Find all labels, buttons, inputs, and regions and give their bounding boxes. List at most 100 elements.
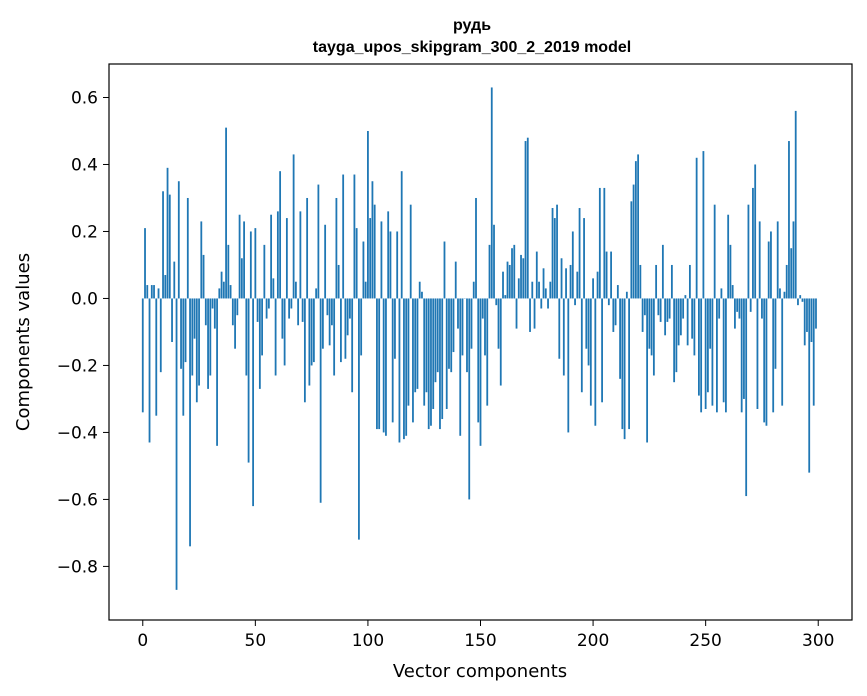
bar: [373, 204, 376, 299]
bar: [416, 298, 419, 389]
bar: [711, 298, 714, 406]
bar: [258, 298, 261, 389]
bars-group: [141, 87, 817, 590]
y-tick-label: −0.4: [57, 423, 98, 443]
bar: [367, 130, 369, 299]
bar: [788, 141, 790, 299]
bar: [315, 288, 318, 299]
bar: [376, 298, 378, 430]
bar: [220, 271, 223, 299]
bar: [168, 194, 171, 299]
bar: [747, 204, 750, 299]
bar: [202, 254, 205, 299]
bar: [776, 221, 779, 299]
bar: [443, 241, 446, 299]
bar: [544, 288, 547, 299]
bar: [486, 298, 489, 406]
y-tick-label: 0.4: [71, 155, 98, 175]
bar: [234, 298, 236, 349]
bar: [806, 298, 808, 332]
bar: [303, 298, 306, 403]
bar: [306, 197, 309, 299]
bar: [583, 218, 585, 299]
bar: [722, 298, 725, 403]
bar: [342, 174, 345, 299]
x-tick-label: 150: [464, 631, 496, 651]
bar: [508, 264, 511, 299]
y-tick-label: −0.2: [57, 356, 98, 376]
bar: [731, 285, 734, 299]
y-tick-label: −0.8: [57, 557, 98, 577]
bar: [574, 298, 576, 306]
bar: [745, 298, 748, 497]
bar: [785, 264, 788, 299]
bar: [729, 244, 732, 299]
bar: [679, 298, 682, 336]
bar: [752, 187, 754, 299]
bar: [229, 285, 232, 299]
bar: [276, 211, 279, 299]
bar: [405, 298, 408, 436]
bar: [646, 298, 649, 443]
bar: [517, 278, 520, 299]
bar: [749, 298, 752, 312]
bar: [522, 258, 525, 299]
bar: [556, 204, 558, 299]
bar: [337, 264, 340, 299]
bar: [450, 298, 453, 373]
bar: [652, 298, 655, 376]
bar: [810, 298, 813, 342]
bar: [380, 221, 383, 299]
bar: [146, 285, 149, 299]
bar: [704, 298, 707, 409]
bar: [391, 298, 394, 423]
y-tick-label: 0.6: [71, 88, 98, 108]
bar: [403, 298, 405, 440]
bar: [344, 298, 347, 359]
bar: [346, 298, 349, 336]
bar: [141, 298, 144, 413]
bar: [328, 298, 331, 346]
bar: [150, 285, 153, 299]
bar: [351, 298, 354, 393]
bar: [808, 298, 811, 473]
bar: [531, 281, 534, 299]
bar: [261, 298, 263, 356]
bar: [256, 298, 259, 322]
bar: [650, 298, 653, 356]
bar: [551, 208, 554, 299]
bar: [743, 298, 745, 399]
bar: [153, 285, 155, 299]
bar: [209, 298, 212, 376]
plot-frame: [108, 63, 853, 621]
bar: [283, 298, 286, 366]
bar: [247, 298, 250, 463]
bar: [756, 298, 759, 409]
chart-subtitle: tayga_upos_skipgram_300_2_2019 model: [313, 39, 631, 56]
bar: [767, 241, 770, 299]
bar: [619, 298, 621, 379]
bar: [754, 164, 757, 299]
bar: [198, 298, 200, 386]
bar: [709, 298, 712, 349]
bar: [409, 204, 412, 299]
bar: [779, 288, 781, 299]
bar: [319, 298, 322, 503]
bar: [204, 298, 207, 326]
bar: [562, 298, 565, 376]
bar: [425, 298, 428, 393]
bar: [308, 298, 311, 386]
bar: [686, 298, 689, 346]
bar: [299, 211, 302, 299]
bar: [270, 214, 273, 299]
bar: [477, 298, 480, 423]
bar: [387, 211, 390, 299]
bar: [688, 264, 691, 299]
bar: [177, 181, 180, 299]
bar: [173, 261, 176, 299]
bar: [589, 298, 592, 406]
bar: [495, 298, 498, 306]
bar: [418, 281, 421, 299]
bar: [297, 298, 300, 326]
